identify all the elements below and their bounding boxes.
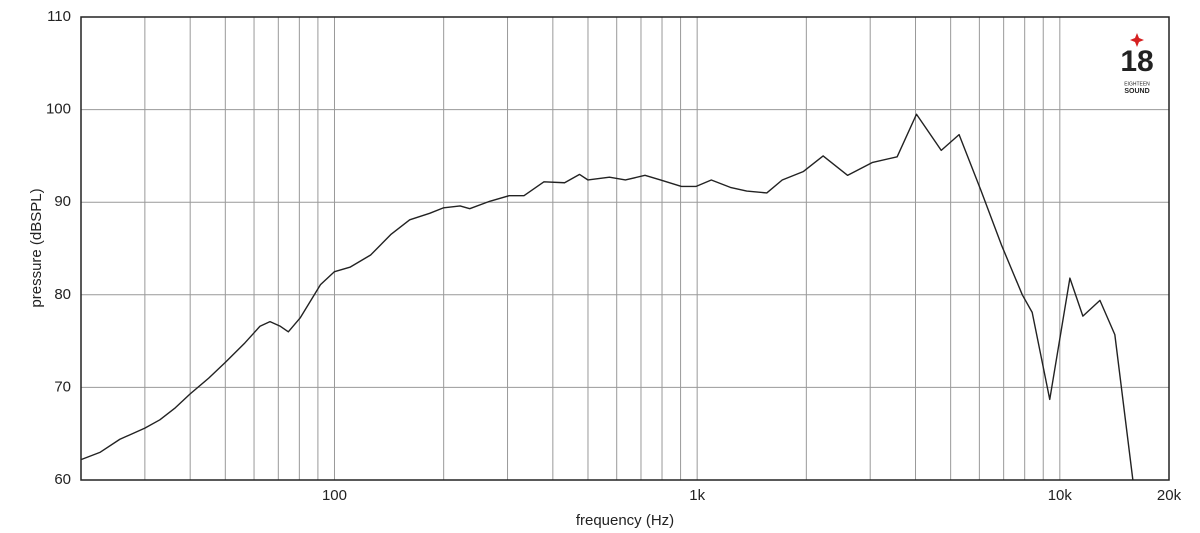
logo-text: EIGHTEEN (1124, 81, 1150, 87)
y-tick-label: 60 (54, 471, 71, 488)
response-line (80, 113, 1134, 481)
x-tick-label: 10k (1048, 487, 1073, 504)
logo: 18 EIGHTEEN SOUND (1120, 33, 1154, 95)
logo-star (1130, 33, 1144, 47)
plot-frame (80, 16, 1170, 481)
y-tick-label: 110 (47, 8, 71, 25)
x-tick-label: 1k (689, 487, 705, 504)
y-tick-label: 90 (54, 193, 71, 210)
y-axis-label: pressure (dBSPL) (28, 188, 45, 307)
y-tick-label: 100 (46, 101, 71, 118)
x-tick-label: 100 (322, 487, 347, 504)
y-tick-label: 70 (54, 378, 71, 395)
x-axis-label: frequency (Hz) (576, 512, 674, 529)
x-tick-label: 20k (1157, 487, 1182, 504)
logo-number: 18 (1120, 45, 1153, 78)
y-tick-label: 80 (54, 286, 71, 303)
logo-text: SOUND (1124, 88, 1149, 95)
